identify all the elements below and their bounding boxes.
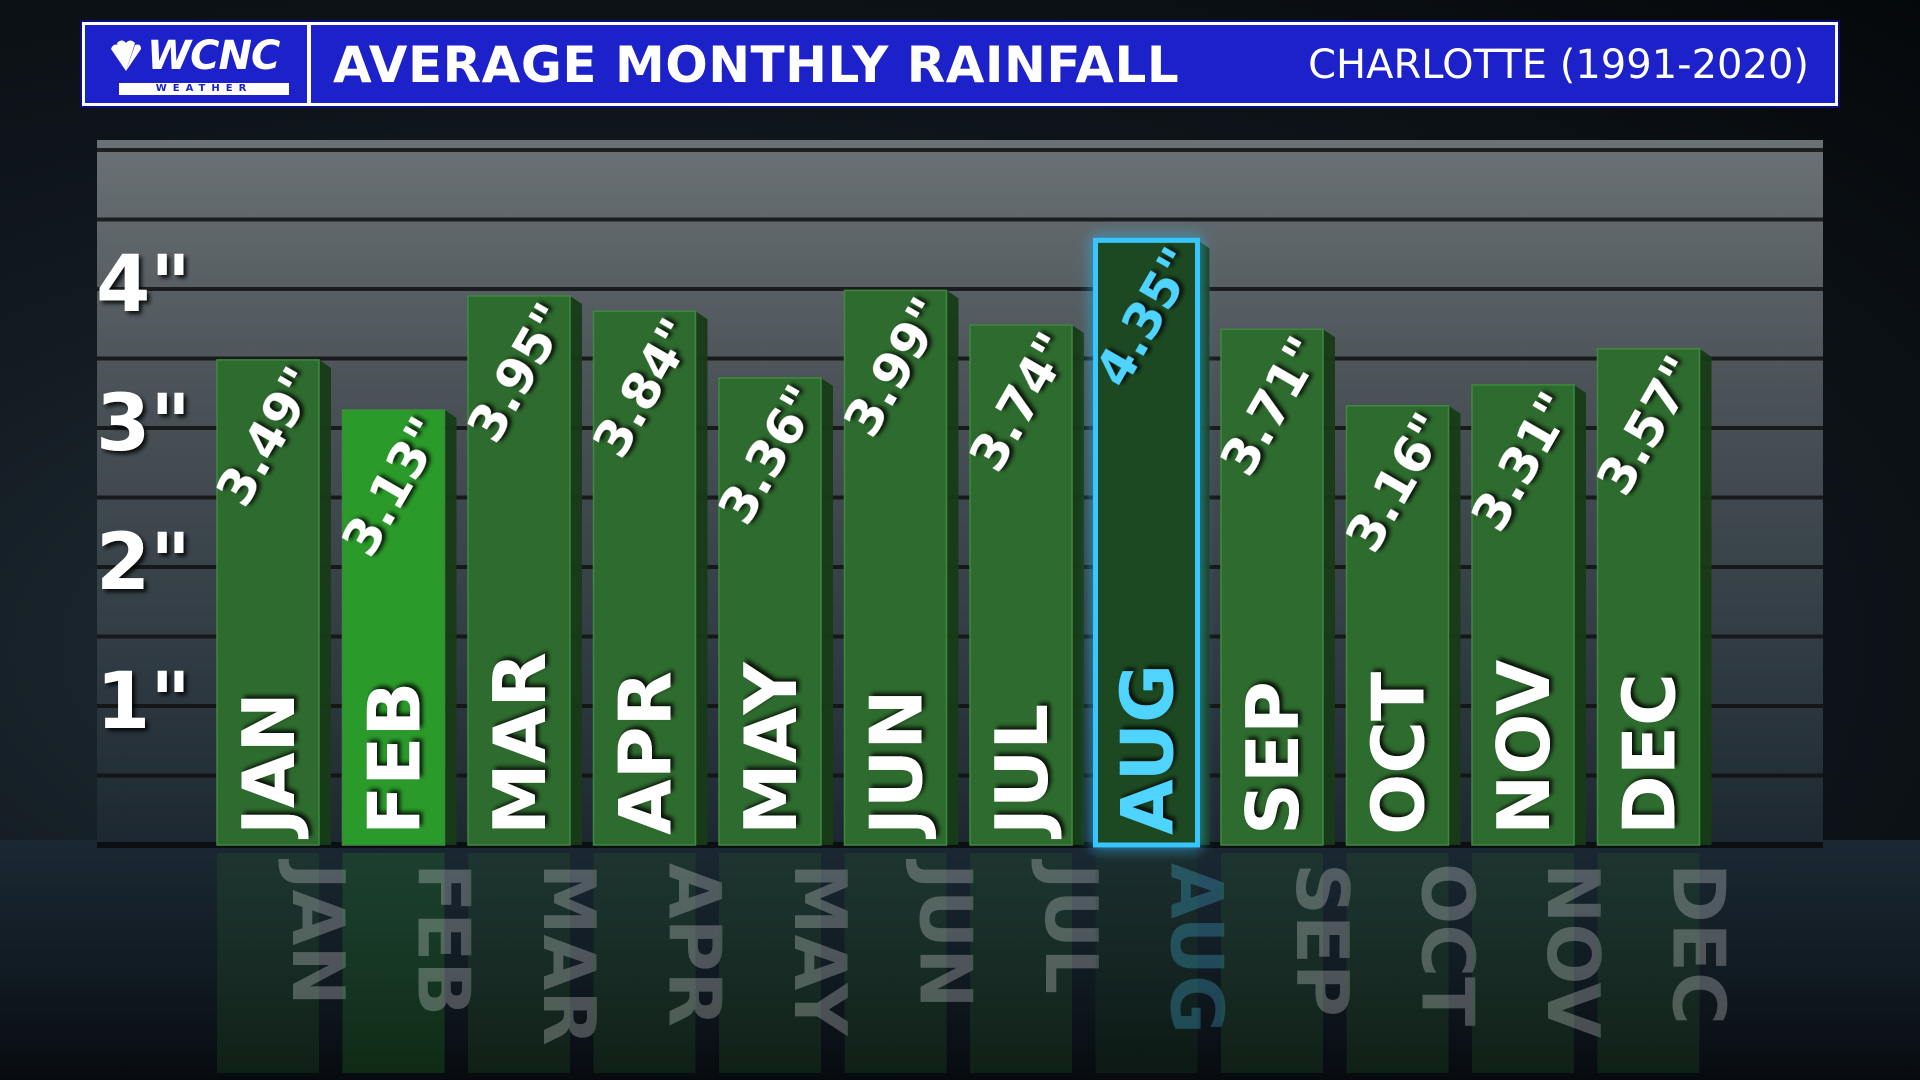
y-axis-ticks: 1" 2" 3" 4" [96, 240, 191, 747]
category-reflection: NOV [1531, 863, 1615, 1039]
y-tick-label: 4" [96, 240, 191, 330]
category-reflection: FEB [402, 863, 486, 1016]
bar [1220, 328, 1324, 846]
bar-reflection [1472, 853, 1574, 1073]
category-label: MAY [729, 662, 813, 835]
category-label: APR [604, 671, 688, 835]
category-reflection: JAN [276, 858, 360, 1006]
title-banner: WCNC WEATHER AVERAGE MONTHLY RAINFALL CH… [82, 22, 1838, 106]
chart-subtitle: CHARLOTTE (1991-2020) [1308, 42, 1809, 88]
category-reflection: JUL [1029, 858, 1113, 994]
category-label: FEB [353, 682, 437, 835]
category-label: JUN [855, 689, 939, 840]
category-label: SEP [1231, 681, 1315, 835]
bar-reflection [719, 853, 821, 1073]
bar [467, 295, 571, 846]
bar [216, 359, 320, 846]
category-label: DEC [1608, 673, 1692, 835]
bar-reflection [1221, 853, 1323, 1073]
category-reflection: AUG [1155, 863, 1239, 1034]
category-reflection: SEP [1280, 863, 1364, 1017]
bar-reflection [970, 853, 1072, 1073]
category-label: AUG [1106, 664, 1190, 835]
bar-reflection [468, 853, 570, 1073]
y-tick-label: 1" [96, 657, 191, 747]
category-reflection: DEC [1657, 863, 1741, 1025]
category-label: JAN [227, 692, 311, 840]
station-logo: WCNC WEATHER [85, 25, 311, 103]
bar [969, 324, 1073, 846]
bar-reflection [342, 853, 445, 1073]
category-label: OCT [1357, 672, 1441, 835]
logo-subtext: WEATHER [119, 83, 289, 95]
y-tick-label: 3" [96, 379, 191, 469]
logo-text: WCNC [147, 33, 280, 79]
bar-side [1072, 325, 1084, 845]
category-reflection: OCT [1406, 863, 1490, 1026]
category-reflection: APR [653, 863, 737, 1027]
bar-reflection [1095, 853, 1198, 1073]
bar-reflections: JAN FEB MAR APR MAY JUN JUL AUG SEP OCT NOV DEC [217, 853, 1741, 1073]
bar-reflection [217, 853, 319, 1073]
reflection-floor [0, 840, 1920, 1080]
category-label: JUL [980, 704, 1064, 840]
bar-side [946, 290, 959, 845]
peacock-icon [111, 40, 141, 71]
bar-reflection [1346, 853, 1449, 1073]
category-reflection: MAR [527, 863, 611, 1046]
bar-reflection [593, 853, 696, 1073]
y-tick-label: 2" [96, 518, 191, 608]
category-label: MAR [478, 652, 562, 835]
category-reflection: JUN [904, 858, 988, 1009]
category-reflection: MAY [778, 863, 862, 1036]
bar-side [319, 359, 331, 845]
bar-side [1699, 348, 1712, 845]
bar-side [1448, 405, 1461, 845]
bar-side [821, 377, 833, 845]
bar-side [444, 409, 457, 845]
bar [592, 310, 697, 846]
category-label: NOV [1482, 659, 1566, 835]
bar-reflection [1597, 853, 1700, 1073]
bar-side [1323, 329, 1335, 845]
bar-reflection [844, 853, 947, 1073]
bar-side [695, 311, 708, 845]
bar [718, 377, 822, 846]
bars: JAN3.49"FEB3.13"MAR3.95"APR3.84"MAY3.36"… [205, 237, 1712, 848]
bar [1596, 348, 1701, 846]
bar [1471, 384, 1575, 846]
bar-side [1197, 240, 1210, 846]
bar [1093, 237, 1200, 848]
bar [1345, 405, 1450, 846]
chart-title: AVERAGE MONTHLY RAINFALL [333, 36, 1180, 94]
bar-side [570, 295, 582, 845]
bar [843, 289, 948, 846]
bar [341, 409, 446, 846]
bar-side [1574, 384, 1586, 845]
